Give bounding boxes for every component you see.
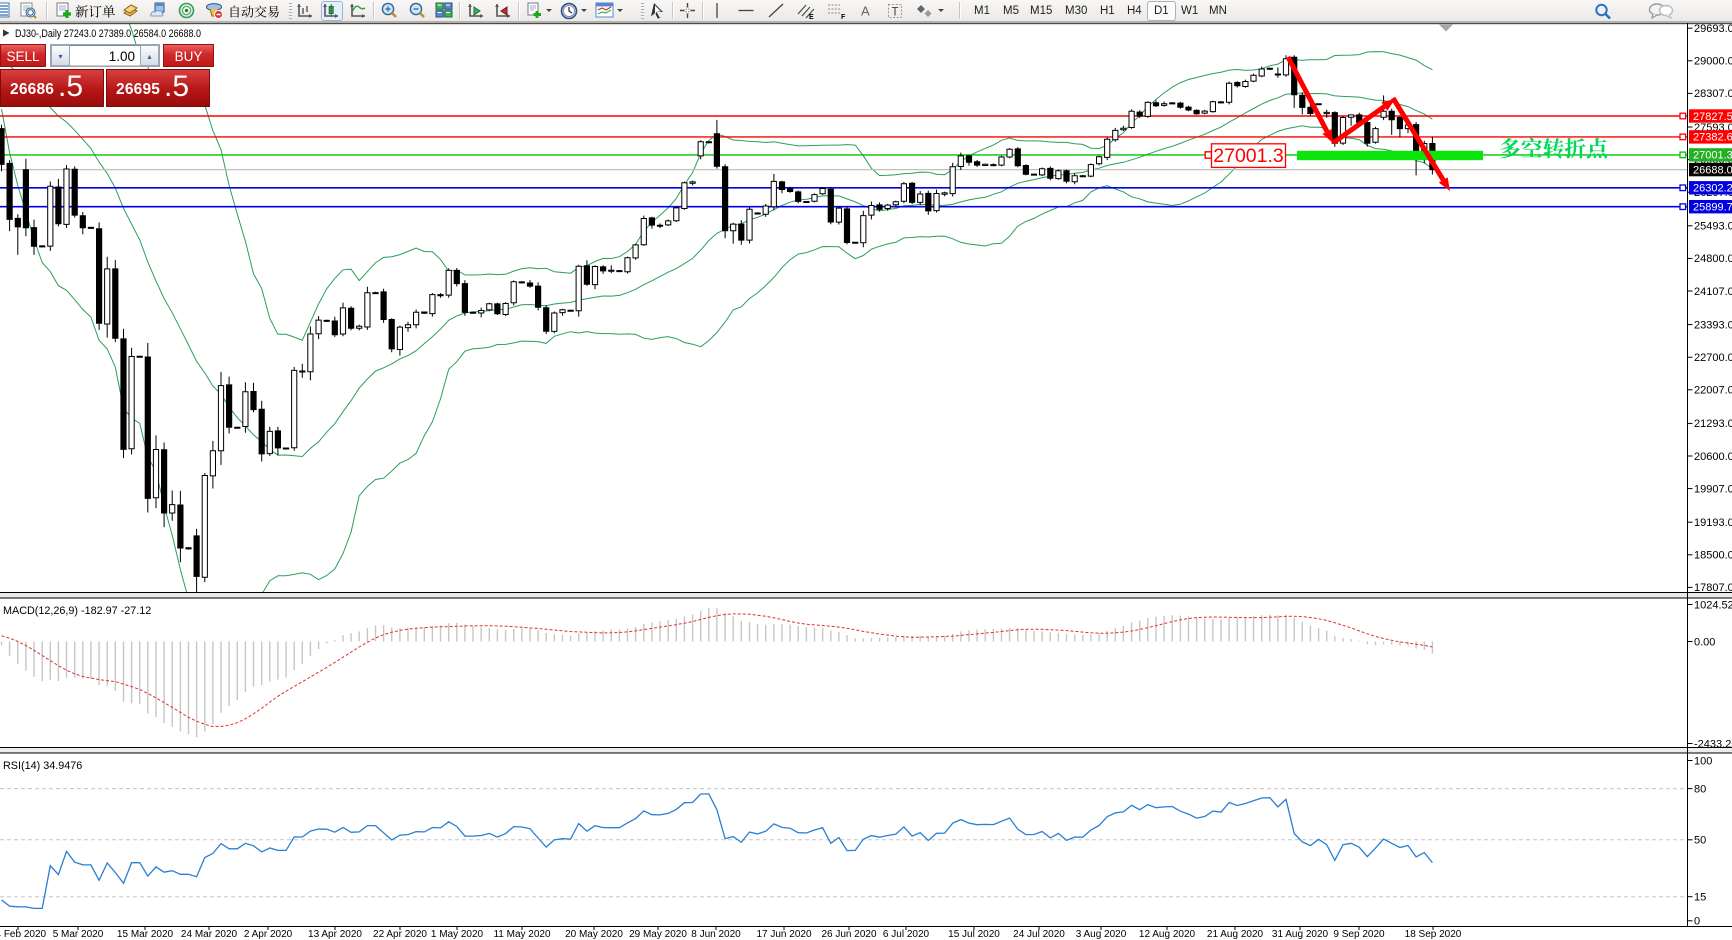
svg-text:20600.0: 20600.0 bbox=[1694, 451, 1732, 463]
svg-text:0.00: 0.00 bbox=[1694, 636, 1715, 648]
svg-text:29693.0: 29693.0 bbox=[1694, 23, 1732, 35]
svg-text:-2433.25: -2433.25 bbox=[1694, 738, 1732, 750]
svg-text:A: A bbox=[861, 4, 870, 19]
svg-text:26688.0: 26688.0 bbox=[1693, 164, 1732, 176]
svg-text:26302.2: 26302.2 bbox=[1693, 183, 1732, 195]
svg-text:31 Aug 2020: 31 Aug 2020 bbox=[1272, 929, 1329, 940]
svg-text:20 May 2020: 20 May 2020 bbox=[565, 929, 623, 940]
svg-text:17 Jun 2020: 17 Jun 2020 bbox=[756, 929, 811, 940]
svg-text:50: 50 bbox=[1694, 835, 1706, 847]
svg-text:18 Sep 2020: 18 Sep 2020 bbox=[1405, 929, 1462, 940]
svg-text:12 Aug 2020: 12 Aug 2020 bbox=[1139, 929, 1196, 940]
svg-text:27001.3: 27001.3 bbox=[1213, 145, 1284, 167]
svg-text:24 Mar 2020: 24 Mar 2020 bbox=[181, 929, 238, 940]
svg-text:27382.6: 27382.6 bbox=[1693, 132, 1732, 144]
svg-text:26 Jun 2020: 26 Jun 2020 bbox=[821, 929, 876, 940]
svg-text:21 Aug 2020: 21 Aug 2020 bbox=[1207, 929, 1264, 940]
svg-text:DJ30-,Daily 27243.0 27389.0 2: DJ30-,Daily 27243.0 27389.0 26584.0 2668… bbox=[15, 28, 201, 40]
svg-text:29000.0: 29000.0 bbox=[1694, 56, 1732, 68]
svg-text:18500.0: 18500.0 bbox=[1694, 550, 1732, 562]
svg-text:1024.52: 1024.52 bbox=[1694, 599, 1732, 611]
svg-text:RSI(14) 34.9476: RSI(14) 34.9476 bbox=[3, 760, 82, 772]
svg-text:80: 80 bbox=[1694, 783, 1706, 795]
svg-text:24 Jul 2020: 24 Jul 2020 bbox=[1013, 929, 1065, 940]
svg-text:24107.0: 24107.0 bbox=[1694, 286, 1732, 298]
svg-text:29 May 2020: 29 May 2020 bbox=[629, 929, 687, 940]
svg-text:1 May 2020: 1 May 2020 bbox=[431, 929, 484, 940]
svg-text:22700.0: 22700.0 bbox=[1694, 352, 1732, 364]
svg-text:22007.0: 22007.0 bbox=[1694, 385, 1732, 397]
svg-text:MACD(12,26,9) -182.97 -27.12: MACD(12,26,9) -182.97 -27.12 bbox=[3, 605, 151, 617]
svg-text:23393.0: 23393.0 bbox=[1694, 319, 1732, 331]
svg-text:24 Feb 2020: 24 Feb 2020 bbox=[0, 929, 47, 940]
svg-text:22 Apr 2020: 22 Apr 2020 bbox=[373, 929, 427, 940]
svg-text:11 May 2020: 11 May 2020 bbox=[493, 929, 551, 940]
svg-text:25899.7: 25899.7 bbox=[1693, 202, 1732, 214]
svg-text:8 Jun 2020: 8 Jun 2020 bbox=[691, 929, 741, 940]
svg-text:3 Aug 2020: 3 Aug 2020 bbox=[1076, 929, 1127, 940]
svg-text:17807.0: 17807.0 bbox=[1694, 582, 1732, 594]
svg-text:24800.0: 24800.0 bbox=[1694, 253, 1732, 265]
svg-text:25493.0: 25493.0 bbox=[1694, 221, 1732, 233]
svg-text:9 Sep 2020: 9 Sep 2020 bbox=[1333, 929, 1385, 940]
svg-text:E: E bbox=[809, 14, 814, 20]
svg-text:19907.0: 19907.0 bbox=[1694, 483, 1732, 495]
svg-text:15 Jul 2020: 15 Jul 2020 bbox=[948, 929, 1000, 940]
svg-text:28307.0: 28307.0 bbox=[1694, 88, 1732, 100]
svg-text:13 Apr 2020: 13 Apr 2020 bbox=[308, 929, 362, 940]
svg-text:0: 0 bbox=[1694, 916, 1700, 928]
svg-text:T: T bbox=[892, 7, 899, 19]
svg-text:27827.5: 27827.5 bbox=[1693, 111, 1732, 123]
svg-text:2 Apr 2020: 2 Apr 2020 bbox=[244, 929, 293, 940]
svg-text:100: 100 bbox=[1694, 755, 1712, 767]
svg-text:6 Jul 2020: 6 Jul 2020 bbox=[883, 929, 930, 940]
svg-text:27001.3: 27001.3 bbox=[1693, 150, 1732, 162]
svg-text:F: F bbox=[841, 14, 846, 20]
svg-text:5 Mar 2020: 5 Mar 2020 bbox=[53, 929, 104, 940]
svg-text:19193.0: 19193.0 bbox=[1694, 517, 1732, 529]
svg-text:21293.0: 21293.0 bbox=[1694, 418, 1732, 430]
svg-text:15 Mar 2020: 15 Mar 2020 bbox=[117, 929, 174, 940]
svg-text:15: 15 bbox=[1694, 892, 1706, 904]
